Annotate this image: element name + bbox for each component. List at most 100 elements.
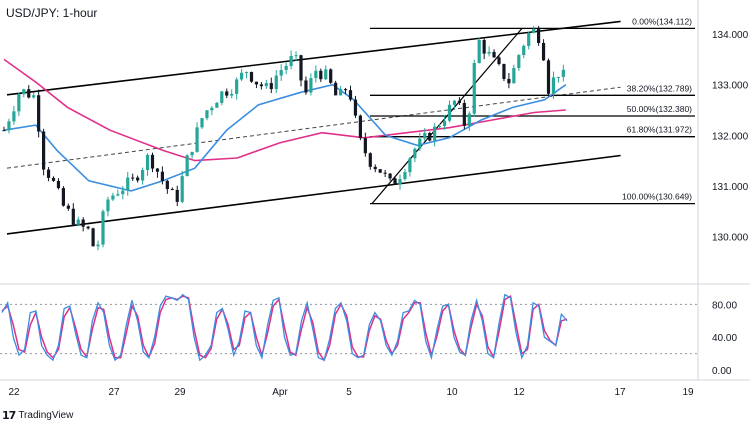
- candle-body: [556, 76, 560, 78]
- candle-body: [353, 99, 358, 116]
- candle-body: [22, 89, 26, 95]
- candle-body: [314, 70, 318, 79]
- candle-body: [121, 190, 125, 195]
- candle-body: [160, 171, 164, 181]
- candle-body: [532, 28, 536, 33]
- candle-body: [467, 113, 471, 126]
- candle-body: [537, 28, 541, 43]
- candle-body: [66, 205, 70, 209]
- candle-body: [378, 169, 382, 173]
- candle-body: [339, 89, 343, 96]
- candle-body: [220, 91, 224, 103]
- candle-body: [131, 177, 135, 179]
- candle-body: [76, 219, 80, 225]
- moving-averages: [3, 58, 567, 192]
- candle-body: [408, 158, 412, 173]
- time-tick-label: Apr: [272, 387, 288, 398]
- candle-body: [51, 177, 56, 181]
- candle-body: [497, 57, 501, 64]
- stochastic-oscillator: [1, 293, 568, 362]
- candle-body: [329, 69, 333, 83]
- candle-body: [551, 77, 556, 94]
- candle-body: [210, 107, 214, 111]
- candle-body: [175, 189, 179, 202]
- candle-body: [126, 177, 130, 191]
- candle-body: [2, 130, 6, 132]
- time-tick-label: 17: [614, 387, 626, 398]
- fib-level-label: 38.20%(132.789): [627, 83, 692, 93]
- candle-body: [541, 42, 546, 61]
- candle-body: [462, 103, 466, 126]
- candle-body: [254, 81, 259, 85]
- candle-body: [368, 153, 372, 167]
- time-tick-label: 27: [108, 387, 120, 398]
- oscillator-tick-label: 40.00: [712, 333, 737, 344]
- channel-mid-line: [6, 86, 621, 169]
- candle-body: [527, 32, 531, 46]
- time-tick-label: 22: [8, 387, 20, 398]
- candle-body: [304, 80, 308, 93]
- candle-body: [522, 45, 526, 56]
- price-tick-label: 131.000: [712, 182, 749, 193]
- candle-body: [27, 89, 31, 98]
- candle-body: [185, 155, 189, 177]
- candle-body: [61, 188, 65, 206]
- candle-body: [507, 78, 511, 84]
- candle-body: [309, 78, 313, 93]
- candle-body: [141, 169, 145, 181]
- candle-body: [512, 68, 516, 84]
- candle-body: [81, 219, 85, 227]
- oscillator-k-line: [1, 293, 568, 362]
- candle-body: [418, 138, 422, 149]
- candle-body: [230, 93, 234, 96]
- time-tick-label: 12: [513, 387, 525, 398]
- oscillator-tick-label: 0.00: [712, 366, 732, 377]
- candle-body: [319, 70, 323, 80]
- candle-body: [482, 39, 486, 54]
- candle-body: [116, 194, 120, 196]
- candle-body: [279, 69, 283, 76]
- ma-fast-line: [3, 83, 567, 192]
- candle-body: [398, 178, 402, 185]
- candle-body: [452, 100, 457, 105]
- ma-slow-line: [3, 58, 566, 162]
- candle-body: [487, 51, 491, 54]
- candle-body: [32, 95, 36, 98]
- candle-body: [428, 132, 432, 141]
- candle-body: [155, 168, 160, 172]
- channel-upper-line: [6, 20, 621, 96]
- candle-body: [170, 189, 174, 191]
- candle-body: [96, 244, 100, 247]
- candle-body: [348, 90, 353, 100]
- time-tick-label: 5: [346, 387, 352, 398]
- candle-body: [180, 176, 184, 202]
- time-tick-label: 19: [682, 387, 694, 398]
- fib-level-label: 50.00%(132.380): [627, 104, 692, 114]
- candle-body: [433, 126, 437, 141]
- candle-body: [383, 172, 387, 174]
- candle-body: [334, 82, 338, 96]
- candle-body: [393, 178, 397, 185]
- candle-body: [269, 83, 273, 90]
- candle-body: [423, 132, 427, 139]
- candle-body: [546, 60, 551, 94]
- candle-body: [447, 104, 452, 121]
- candle-body: [86, 226, 90, 229]
- price-tick-label: 130.000: [712, 232, 749, 243]
- candle-body: [91, 228, 95, 247]
- candle-body: [413, 148, 417, 159]
- candle-body: [136, 177, 140, 181]
- time-tick-label: 29: [174, 387, 186, 398]
- candle-body: [388, 173, 392, 179]
- tradingview-watermark: 17 TradingView: [2, 409, 73, 422]
- candle-body: [284, 65, 288, 70]
- candle-body: [477, 39, 481, 63]
- price-tick-label: 134.000: [712, 30, 749, 41]
- candle-body: [240, 72, 244, 80]
- candle-body: [42, 131, 46, 170]
- price-axis: 134.000 133.000 132.000 131.000 130.000: [0, 0, 750, 381]
- candle-body: [200, 118, 204, 128]
- candle-body: [299, 55, 303, 81]
- candle-body: [205, 110, 209, 119]
